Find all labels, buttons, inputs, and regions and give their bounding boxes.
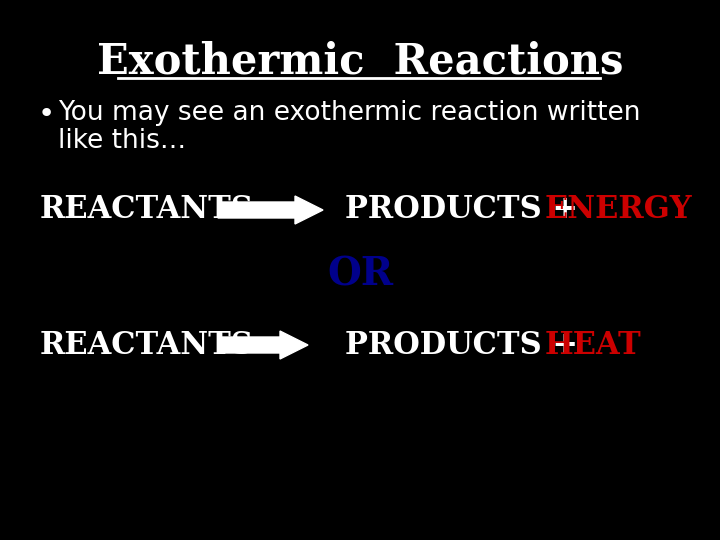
FancyArrow shape [218,331,308,359]
Text: •: • [38,100,55,128]
Text: HEAT: HEAT [545,329,642,361]
Text: PRODUCTS +: PRODUCTS + [345,194,589,226]
Text: REACTANTS: REACTANTS [40,329,254,361]
Text: Exothermic  Reactions: Exothermic Reactions [96,40,624,82]
Text: REACTANTS: REACTANTS [40,194,254,226]
Text: PRODUCTS +: PRODUCTS + [345,329,589,361]
Text: ENERGY: ENERGY [545,194,693,226]
FancyArrow shape [218,196,323,224]
Text: You may see an exothermic reaction written: You may see an exothermic reaction writt… [58,100,641,126]
Text: OR: OR [327,256,393,294]
Text: like this…: like this… [58,128,186,154]
